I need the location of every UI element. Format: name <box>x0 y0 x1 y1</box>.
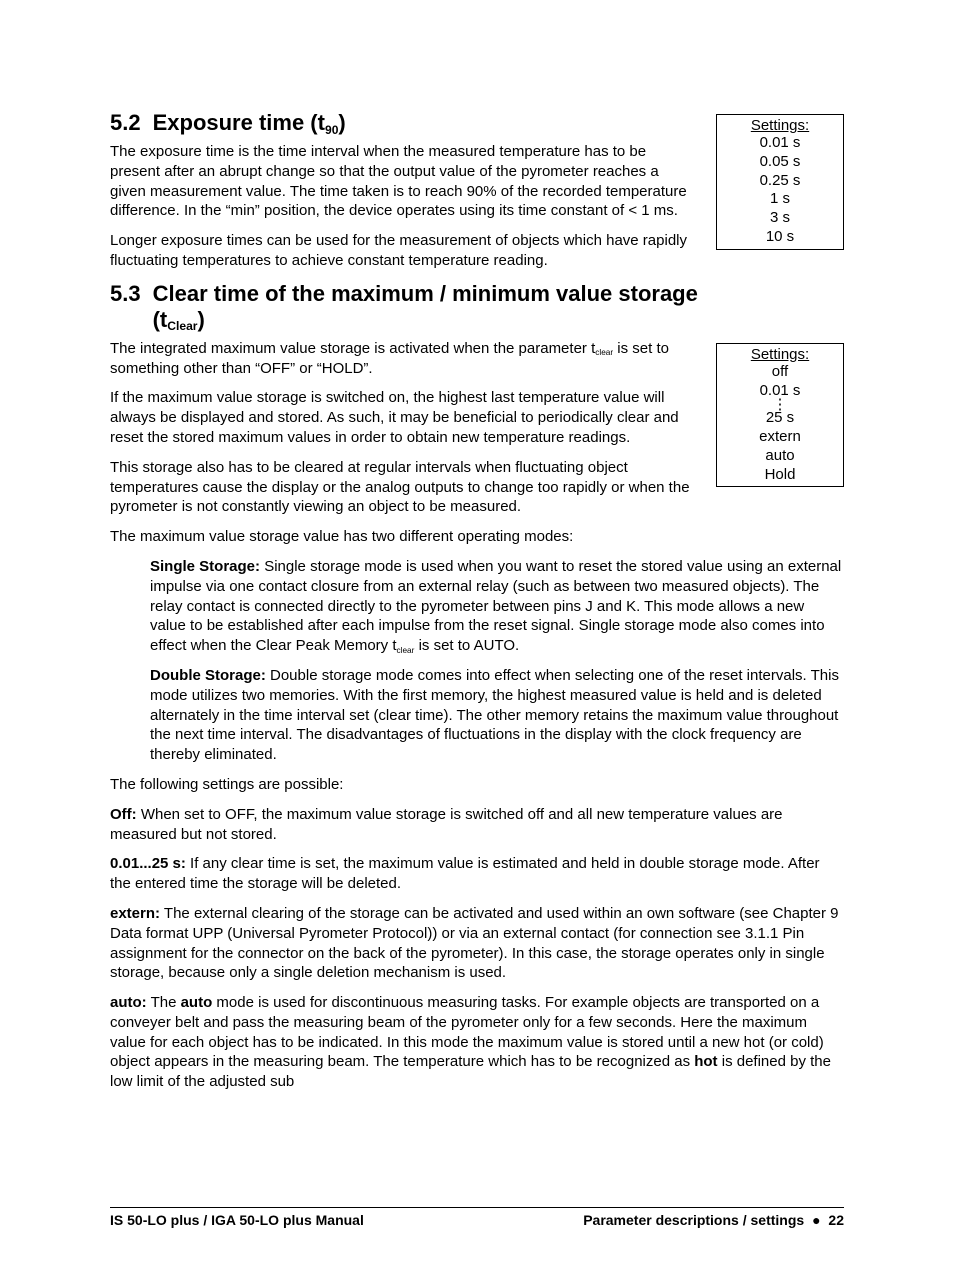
settings-value: 25 s <box>717 409 843 428</box>
bold-hot: hot <box>694 1053 717 1070</box>
section-number: 5.3 <box>110 281 153 307</box>
text-run: If any clear time is set, the maximum va… <box>110 855 820 892</box>
page-footer: IS 50-LO plus / IGA 50-LO plus Manual Pa… <box>110 1207 844 1228</box>
document-page: Settings:0.01 s0.05 s0.25 s1 s3 s10 s 5.… <box>0 0 954 1270</box>
settings-header: Settings: <box>717 115 843 134</box>
section-title: Exposure time (t90) <box>153 110 696 136</box>
page-number: 22 <box>828 1212 844 1228</box>
label-extern: extern: <box>110 905 160 922</box>
subscript: clear <box>397 646 415 655</box>
settings-value: 10 s <box>717 228 843 249</box>
paragraph-off: Off: When set to OFF, the maximum value … <box>110 805 844 845</box>
title-subscript: 90 <box>325 123 338 137</box>
paragraph-double-storage: Double Storage: Double storage mode come… <box>150 666 844 765</box>
paragraph-auto: auto: The auto mode is used for disconti… <box>110 993 844 1092</box>
text-run: The external clearing of the storage can… <box>110 905 839 981</box>
settings-value: 0.25 s <box>717 172 843 191</box>
title-subscript: Clear <box>167 319 197 333</box>
settings-value: 1 s <box>717 190 843 209</box>
settings-value: off <box>717 363 843 382</box>
section-5-2-heading: 5.2 Exposure time (t90) <box>110 110 696 136</box>
label-time-range: 0.01...25 s: <box>110 855 186 872</box>
paragraph-extern: extern: The external clearing of the sto… <box>110 904 844 983</box>
footer-section-label: Parameter descriptions / settings <box>583 1212 804 1228</box>
paragraph-time-range: 0.01...25 s: If any clear time is set, t… <box>110 854 844 894</box>
settings-box-clear-time: Settings:off0.01 s⋮25 sexternautoHold <box>716 343 844 488</box>
title-text: ) <box>338 110 345 135</box>
title-text: ) <box>198 307 205 332</box>
footer-right: Parameter descriptions / settings ● 22 <box>583 1212 844 1228</box>
title-text: Clear time of the maximum / minimum valu… <box>153 281 698 306</box>
label-single-storage: Single Storage: <box>150 558 260 575</box>
settings-value: Hold <box>717 466 843 487</box>
subscript: clear <box>595 348 613 357</box>
settings-value: auto <box>717 447 843 466</box>
footer-left: IS 50-LO plus / IGA 50-LO plus Manual <box>110 1212 364 1228</box>
paragraph: The maximum value storage value has two … <box>110 527 844 547</box>
section-number: 5.2 <box>110 110 153 136</box>
text-run: The <box>147 994 181 1011</box>
section-5-3-heading: 5.3 Clear time of the maximum / minimum … <box>110 281 844 333</box>
label-auto: auto: <box>110 994 147 1011</box>
paragraph-single-storage: Single Storage: Single storage mode is u… <box>150 557 844 656</box>
text-run: The integrated maximum value storage is … <box>110 340 595 357</box>
section-5-3: 5.3 Clear time of the maximum / minimum … <box>110 281 844 1092</box>
bold-auto: auto <box>181 994 213 1011</box>
text-run: When set to OFF, the maximum value stora… <box>110 806 783 843</box>
section-title: Clear time of the maximum / minimum valu… <box>153 281 844 333</box>
text-run: is set to AUTO. <box>414 637 519 654</box>
paragraph: The following settings are possible: <box>110 775 844 795</box>
title-text: (t <box>153 307 168 332</box>
section-5-2: Settings:0.01 s0.05 s0.25 s1 s3 s10 s 5.… <box>110 110 844 271</box>
settings-header: Settings: <box>717 344 843 363</box>
label-double-storage: Double Storage: <box>150 667 266 684</box>
settings-value: extern <box>717 428 843 447</box>
vertical-ellipsis-icon: ⋮ <box>717 400 843 409</box>
label-off: Off: <box>110 806 137 823</box>
title-text: Exposure time (t <box>153 110 325 135</box>
bullet-icon: ● <box>808 1212 824 1228</box>
settings-value: 0.01 s <box>717 134 843 153</box>
settings-box-exposure: Settings:0.01 s0.05 s0.25 s1 s3 s10 s <box>716 114 844 250</box>
settings-value: 0.05 s <box>717 153 843 172</box>
settings-value: 3 s <box>717 209 843 228</box>
